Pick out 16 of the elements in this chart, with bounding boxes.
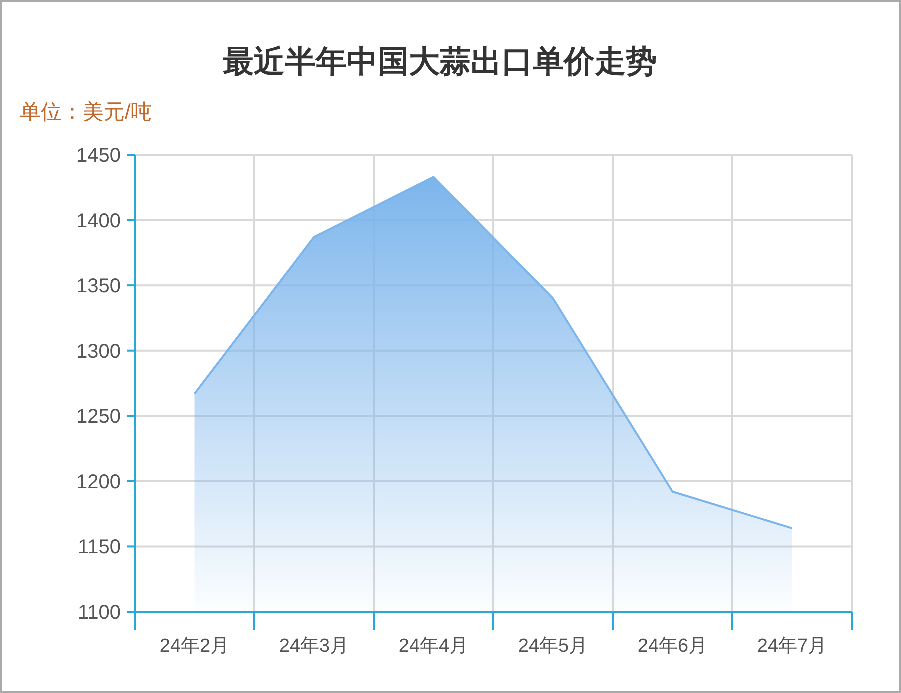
x-tick-label: 24年2月 xyxy=(160,636,230,657)
chart-title: 最近半年中国大蒜出口单价走势 xyxy=(223,44,657,79)
x-tick-label: 24年4月 xyxy=(398,636,469,657)
x-tick-label: 24年6月 xyxy=(638,636,708,657)
y-tick-label: 1250 xyxy=(76,406,121,428)
y-tick-label: 1200 xyxy=(76,471,121,494)
y-tick-label: 1300 xyxy=(76,340,121,363)
y-tick-label: 1100 xyxy=(78,602,121,624)
x-tick-label: 24年7月 xyxy=(757,636,828,657)
y-tick-label: 1350 xyxy=(76,276,121,298)
y-tick-label: 1150 xyxy=(78,536,121,559)
x-tick-label: 24年5月 xyxy=(518,636,588,657)
y-tick-label: 1400 xyxy=(76,210,121,232)
y-tick-label: 1450 xyxy=(76,145,121,167)
y-axis-title: 单位：美元/吨 xyxy=(20,101,152,124)
x-tick-label: 24年3月 xyxy=(279,636,350,657)
